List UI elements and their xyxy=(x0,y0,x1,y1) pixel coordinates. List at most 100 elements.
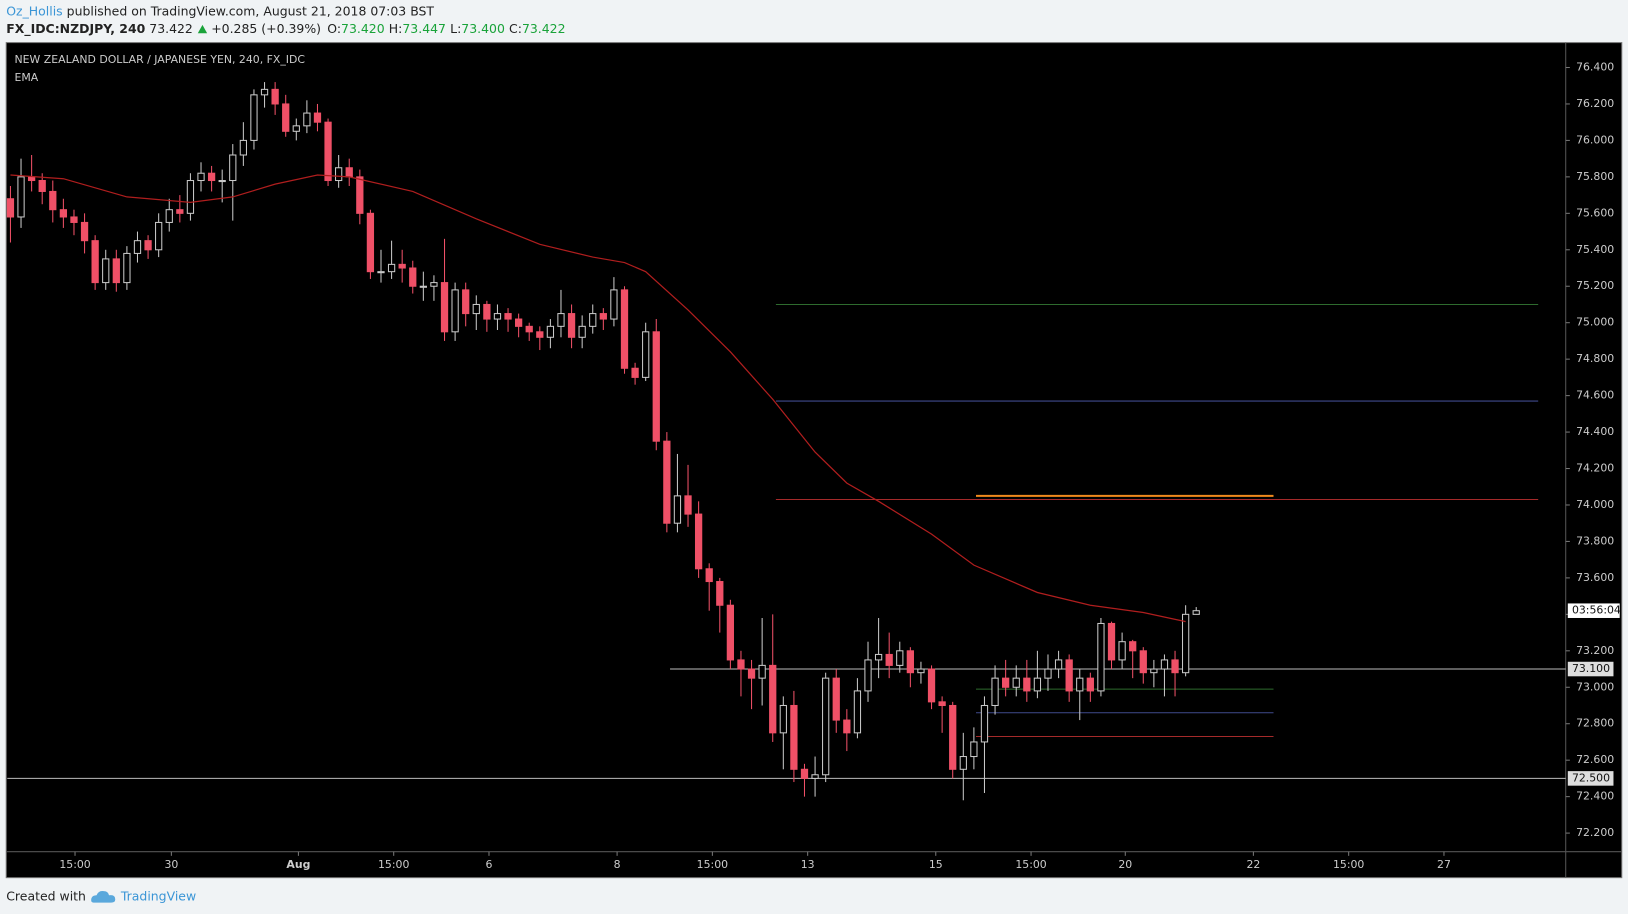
candle-body xyxy=(949,704,957,770)
candle-body xyxy=(112,258,120,284)
created-with: Created with xyxy=(6,889,86,904)
candle-body xyxy=(779,704,787,734)
candle-body xyxy=(27,176,36,182)
candle-body xyxy=(769,664,777,734)
candle-body xyxy=(705,568,713,583)
candle-body xyxy=(91,240,99,284)
candle-body xyxy=(567,313,576,338)
y-tick-label: 75.000 xyxy=(1576,316,1614,329)
candle-body xyxy=(959,756,967,770)
candle-body xyxy=(610,289,618,320)
countdown-label: 03:56:04 xyxy=(1572,604,1621,617)
candle-body xyxy=(970,741,978,758)
ohlc-value: 73.400 xyxy=(461,21,505,37)
symbol: FX_IDC:NZDJPY, 240 xyxy=(6,21,146,37)
candle-body xyxy=(896,650,904,666)
candle-body xyxy=(313,112,322,123)
ohlc-label: H: xyxy=(388,21,403,37)
y-tick-label: 74.400 xyxy=(1576,425,1614,438)
candle-body xyxy=(229,154,237,182)
candle-body xyxy=(726,604,735,661)
x-tick-label: 15:00 xyxy=(1333,858,1364,871)
candle-body xyxy=(917,668,925,674)
published: published on TradingView.com, August 21,… xyxy=(66,4,435,19)
candle-body xyxy=(536,331,544,338)
x-tick-label: 8 xyxy=(614,858,621,871)
candle-body xyxy=(589,313,597,327)
countdown-box xyxy=(1567,603,1620,618)
candle-body xyxy=(737,659,745,670)
ohlc-label: C: xyxy=(509,21,522,37)
ohlc-label: L: xyxy=(450,21,462,37)
x-tick-label: 15 xyxy=(929,858,943,871)
candle-body xyxy=(938,701,946,707)
y-tick-label: 75.200 xyxy=(1576,279,1614,292)
x-tick-label: 15:00 xyxy=(1015,858,1046,871)
y-tick-label: 72.400 xyxy=(1576,790,1614,803)
candle-body xyxy=(790,704,798,770)
candle-body xyxy=(885,653,893,666)
ohlc-label: O: xyxy=(327,21,342,37)
candle-body xyxy=(70,216,78,223)
candle-body xyxy=(80,221,89,242)
x-tick-label: 20 xyxy=(1118,858,1132,871)
candle-body xyxy=(800,768,809,779)
ohlc-value: 73.422 xyxy=(521,21,566,37)
candle-body xyxy=(377,271,385,274)
chart-title: NEW ZEALAND DOLLAR / JAPANESE YEN, 240, … xyxy=(15,53,306,66)
candle-body xyxy=(546,325,555,338)
y-tick-label: 72.800 xyxy=(1576,717,1614,730)
candle-body xyxy=(1086,677,1094,692)
y-tick-label: 76.000 xyxy=(1576,133,1614,146)
candle-body xyxy=(578,325,586,338)
candle-body xyxy=(356,176,364,214)
candle-body xyxy=(17,176,25,218)
candle-body xyxy=(324,121,332,182)
candle-body xyxy=(1118,641,1126,661)
y-tick-label: 74.200 xyxy=(1576,462,1614,475)
candle-body xyxy=(409,267,417,287)
candle-body xyxy=(1012,677,1020,688)
candle-body xyxy=(59,209,68,218)
brand[interactable]: TradingView xyxy=(120,889,197,904)
last-price: 73.422 xyxy=(149,21,193,37)
y-tick-label: 72.600 xyxy=(1576,753,1614,766)
candle-body xyxy=(303,112,311,127)
candle-body xyxy=(366,212,375,273)
candle-body xyxy=(1044,668,1052,679)
candle-body xyxy=(271,88,279,105)
candle-body xyxy=(1033,677,1042,692)
x-tick-label: 13 xyxy=(801,858,815,871)
candle-body xyxy=(430,282,438,287)
y-tick-label: 72.200 xyxy=(1576,826,1614,839)
ohlc-value: 73.447 xyxy=(402,21,446,37)
x-tick-label: 6 xyxy=(486,858,493,871)
candle-body xyxy=(843,719,851,734)
y-tick-label: 73.800 xyxy=(1576,534,1614,547)
price-label: 73.100 xyxy=(1572,662,1610,675)
candle-body xyxy=(49,190,57,211)
candle-body xyxy=(906,650,914,674)
candle-body xyxy=(620,289,629,369)
candle-body xyxy=(557,313,565,327)
candle-body xyxy=(980,704,989,743)
author[interactable]: Oz_Hollis xyxy=(6,4,63,19)
candle-body xyxy=(1097,622,1105,692)
candle-body xyxy=(419,285,427,288)
candle-body xyxy=(1150,668,1158,674)
candle-body xyxy=(123,252,131,284)
x-tick-label: 30 xyxy=(164,858,178,871)
candle-body xyxy=(186,179,195,214)
candle-body xyxy=(133,240,142,254)
candle-body xyxy=(1023,677,1031,692)
candle-body xyxy=(218,179,226,183)
candle-body xyxy=(335,167,343,182)
candle-body xyxy=(102,258,110,284)
x-tick-label: Aug xyxy=(286,858,310,871)
y-tick-label: 75.600 xyxy=(1576,206,1614,219)
x-tick-label: 15:00 xyxy=(697,858,728,871)
candle-body xyxy=(462,289,470,315)
candle-body xyxy=(38,179,46,192)
candle-body xyxy=(599,313,607,320)
